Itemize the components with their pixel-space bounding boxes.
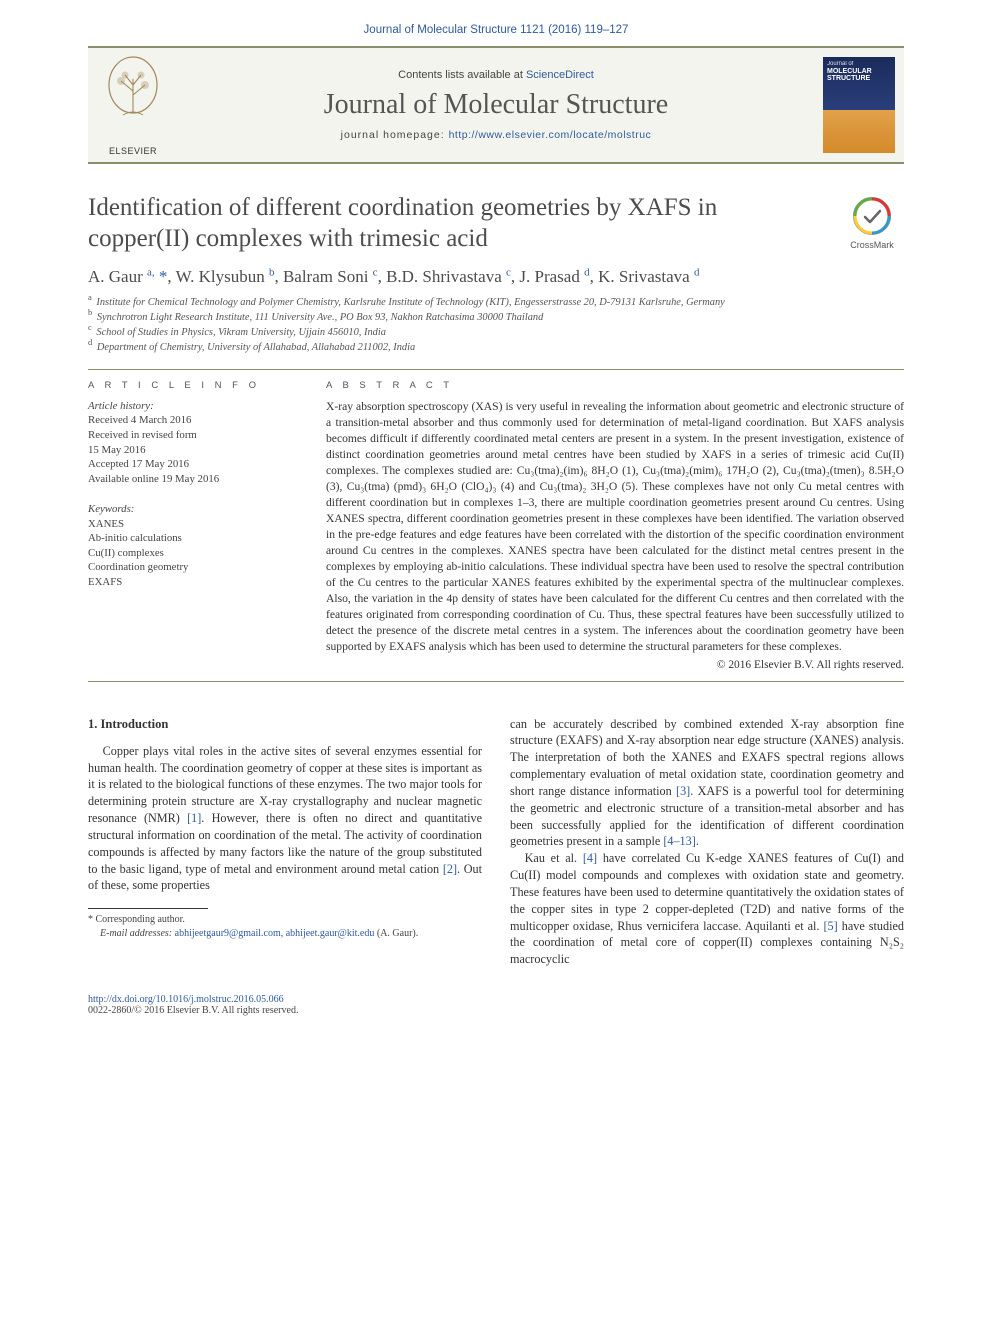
history-line: Available online 19 May 2016: [88, 473, 219, 485]
abstract-column: A B S T R A C T X-ray absorption spectro…: [326, 380, 904, 671]
keyword-item: Cu(II) complexes: [88, 547, 164, 559]
divider-bottom: [88, 681, 904, 682]
article-info-column: A R T I C L E I N F O Article history: R…: [88, 380, 298, 671]
homepage-line: journal homepage: http://www.elsevier.co…: [178, 129, 814, 141]
abstract-label: A B S T R A C T: [326, 380, 904, 391]
email-label: E-mail addresses:: [100, 928, 172, 939]
affiliation-item: d Department of Chemistry, University of…: [88, 340, 904, 355]
crossmark-label: CrossMark: [840, 240, 904, 250]
sciencedirect-link[interactable]: ScienceDirect: [526, 69, 594, 81]
intro-paragraph-1: Copper plays vital roles in the active s…: [88, 743, 482, 894]
author-email-link[interactable]: abhijeetgaur9@gmail.com, abhijeet.gaur@k…: [175, 928, 375, 939]
affiliation-list: a Institute for Chemical Technology and …: [88, 295, 904, 355]
crossmark-badge[interactable]: CrossMark: [840, 196, 904, 250]
abstract-copyright: © 2016 Elsevier B.V. All rights reserved…: [326, 659, 904, 671]
cover-thumb-block: Journal of MOLECULAR STRUCTURE: [814, 48, 904, 162]
section-heading-intro: 1. Introduction: [88, 716, 482, 733]
journal-cover-thumb: Journal of MOLECULAR STRUCTURE: [823, 57, 895, 153]
journal-name: Journal of Molecular Structure: [178, 89, 814, 121]
footnote-rule: [88, 908, 208, 909]
email-footnote: E-mail addresses: abhijeetgaur9@gmail.co…: [88, 927, 482, 941]
citation-link[interactable]: Journal of Molecular Structure 1121 (201…: [364, 24, 629, 36]
keyword-item: Coordination geometry: [88, 561, 188, 573]
contents-line: Contents lists available at ScienceDirec…: [178, 69, 814, 81]
body-column-right: can be accurately described by combined …: [510, 716, 904, 968]
article-title: Identification of different coordination…: [88, 192, 824, 255]
email-author-name: (A. Gaur).: [377, 928, 418, 939]
publisher-logo-block: ELSEVIER: [88, 48, 178, 162]
contents-prefix: Contents lists available at: [398, 69, 526, 81]
affiliation-item: b Synchrotron Light Research Institute, …: [88, 310, 904, 325]
keyword-item: Ab-initio calculations: [88, 532, 182, 544]
keyword-item: EXAFS: [88, 576, 122, 588]
body-columns: 1. Introduction Copper plays vital roles…: [88, 716, 904, 968]
keywords-block: Keywords: XANES Ab-initio calculations Cu(…: [88, 502, 298, 589]
author-list: A. Gaur a, *, W. Klysubun b, Balram Soni…: [88, 267, 904, 287]
history-line: Accepted 17 May 2016: [88, 458, 189, 470]
homepage-link[interactable]: http://www.elsevier.com/locate/molstruc: [449, 129, 652, 141]
divider-top: [88, 369, 904, 370]
history-line: Received in revised form: [88, 429, 197, 441]
crossmark-icon: [852, 196, 892, 236]
masthead-center: Contents lists available at ScienceDirec…: [178, 48, 814, 162]
page-root: Journal of Molecular Structure 1121 (201…: [0, 0, 992, 1056]
homepage-prefix: journal homepage:: [341, 129, 449, 141]
article-history: Article history: Received 4 March 2016 Re…: [88, 399, 298, 486]
keyword-item: XANES: [88, 518, 124, 530]
page-footer: http://dx.doi.org/10.1016/j.molstruc.201…: [88, 994, 904, 1016]
intro-paragraph-3: Kau et al. [4] have correlated Cu K-edge…: [510, 850, 904, 968]
history-label: Article history:: [88, 400, 154, 412]
citation-line: Journal of Molecular Structure 1121 (201…: [88, 24, 904, 36]
issn-line: 0022-2860/© 2016 Elsevier B.V. All right…: [88, 1005, 298, 1016]
history-line: 15 May 2016: [88, 444, 146, 456]
intro-paragraph-2: can be accurately described by combined …: [510, 716, 904, 851]
body-column-left: 1. Introduction Copper plays vital roles…: [88, 716, 482, 968]
keywords-label: Keywords:: [88, 503, 134, 515]
history-line: Received 4 March 2016: [88, 414, 191, 426]
abstract-text: X-ray absorption spectroscopy (XAS) is v…: [326, 399, 904, 655]
cover-title: MOLECULAR STRUCTURE: [827, 68, 891, 83]
affiliation-item: c School of Studies in Physics, Vikram U…: [88, 325, 904, 340]
doi-link[interactable]: http://dx.doi.org/10.1016/j.molstruc.201…: [88, 994, 284, 1005]
elsevier-tree-icon: [99, 51, 167, 141]
elsevier-label: ELSEVIER: [99, 146, 167, 156]
corresponding-author-note: * Corresponding author.: [88, 913, 482, 927]
affiliation-item: a Institute for Chemical Technology and …: [88, 295, 904, 310]
article-info-label: A R T I C L E I N F O: [88, 380, 298, 391]
journal-masthead: ELSEVIER Contents lists available at Sci…: [88, 46, 904, 164]
